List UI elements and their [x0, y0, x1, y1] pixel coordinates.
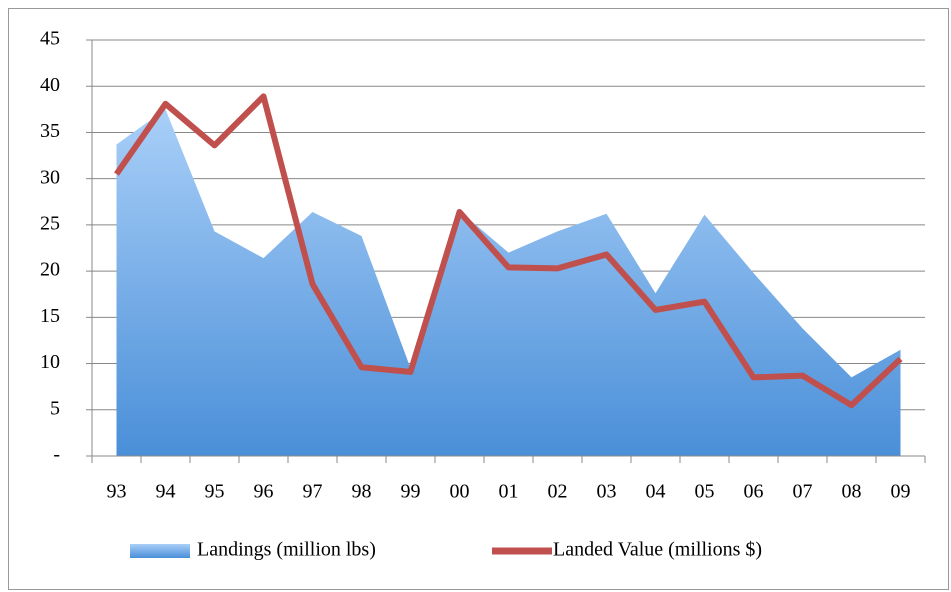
- y-tick-label: 35: [40, 120, 60, 142]
- x-tick-label: 99: [401, 481, 421, 503]
- y-tick-label: 45: [40, 28, 60, 50]
- x-tick-label: 03: [597, 481, 617, 503]
- x-tick-label: 08: [842, 481, 862, 503]
- line: [114, 93, 903, 409]
- y-tick-label: -: [53, 444, 60, 466]
- x-tick-label: 02: [548, 481, 568, 503]
- x-tick-label: 93: [107, 481, 127, 503]
- x-tick-label: 07: [793, 481, 813, 503]
- y-tick-label: 25: [40, 212, 60, 234]
- x-tick-label: 97: [303, 481, 323, 503]
- y-tick-label: 5: [50, 397, 60, 419]
- x-tick-label: 01: [499, 481, 519, 503]
- x-tick-label: 05: [695, 481, 715, 503]
- x-tick-label: 06: [744, 481, 764, 503]
- y-tick-label: 15: [40, 305, 60, 327]
- x-tick-label: 94: [156, 481, 176, 503]
- x-tick-label: 95: [205, 481, 225, 503]
- y-tick-label: 20: [40, 259, 60, 281]
- legend-label: Landings (million lbs): [197, 539, 376, 561]
- x-tick-label: 98: [352, 481, 372, 503]
- x-tick-label: 96: [254, 481, 274, 503]
- x-tick-label: 04: [646, 481, 666, 503]
- legend-label: Landed Value (millions $): [553, 539, 762, 561]
- legend-swatch: [130, 544, 190, 558]
- x-tick-label: 09: [891, 481, 911, 503]
- y-tick-label: 30: [40, 166, 60, 188]
- area: [116, 109, 901, 456]
- y-tick-label: 40: [40, 74, 60, 96]
- x-tick-label: 00: [450, 481, 470, 503]
- y-tick-label: 10: [40, 351, 60, 373]
